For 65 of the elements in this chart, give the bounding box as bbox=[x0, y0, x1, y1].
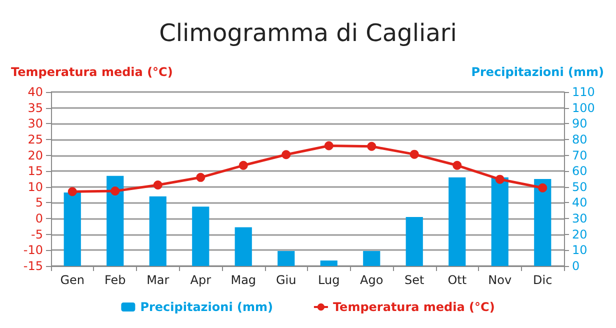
y2-tick-label: 40 bbox=[572, 196, 588, 210]
legend-label: Temperatura media (°C) bbox=[332, 300, 495, 314]
x-tick-label: Apr bbox=[190, 273, 212, 287]
bar bbox=[149, 196, 166, 266]
bar bbox=[278, 250, 295, 266]
x-tick-label: Feb bbox=[104, 273, 126, 287]
bar bbox=[64, 192, 81, 266]
x-tick-label: Mag bbox=[230, 273, 256, 287]
bar bbox=[363, 250, 380, 266]
point bbox=[495, 174, 504, 184]
bar bbox=[491, 177, 508, 266]
point bbox=[238, 160, 248, 170]
y-tick-label: 25 bbox=[28, 132, 43, 146]
x-tick-label: Dic bbox=[533, 273, 552, 287]
point bbox=[153, 180, 162, 190]
y2-tick-label: 50 bbox=[572, 180, 588, 194]
y2-axis-title: Precipitazioni (mm) bbox=[471, 65, 604, 79]
bar bbox=[406, 216, 423, 266]
x-tick-label: Gen bbox=[60, 273, 85, 287]
y-tick-label: -5 bbox=[31, 227, 43, 242]
bar bbox=[192, 206, 210, 266]
y-tick-label: 5 bbox=[35, 196, 43, 210]
point bbox=[68, 187, 77, 196]
y-tick-label: 15 bbox=[28, 164, 43, 178]
y-tick-label: 10 bbox=[28, 180, 43, 194]
point bbox=[410, 150, 419, 159]
bar bbox=[534, 179, 552, 266]
y2-tick-label: 0 bbox=[572, 259, 580, 273]
legend-label: Precipitazioni (mm) bbox=[140, 300, 273, 314]
chart-title: Climogramma di Cagliari bbox=[159, 19, 457, 47]
x-tick-label: Lug bbox=[318, 273, 340, 287]
y2-tick-label: 60 bbox=[572, 164, 588, 178]
point bbox=[538, 183, 548, 192]
y2-tick-label: 90 bbox=[572, 116, 588, 131]
point bbox=[282, 150, 291, 160]
y-tick-label: 35 bbox=[28, 100, 43, 115]
y2-tick-label: 10 bbox=[572, 243, 588, 258]
bar bbox=[448, 177, 466, 266]
x-tick-label: Nov bbox=[488, 273, 512, 287]
point bbox=[452, 160, 462, 170]
y-tick-label: 20 bbox=[28, 148, 43, 162]
x-tick-label: Ago bbox=[360, 273, 384, 287]
point bbox=[367, 142, 376, 151]
y-tick-label: 40 bbox=[28, 85, 43, 99]
y2-tick-label: 30 bbox=[572, 212, 588, 226]
point bbox=[324, 141, 334, 150]
x-tick-label: Giu bbox=[276, 273, 296, 287]
y2-tick-label: 80 bbox=[572, 132, 588, 146]
bar bbox=[106, 176, 124, 266]
point bbox=[110, 186, 120, 196]
x-tick-label: Ott bbox=[448, 273, 467, 287]
y-tick-label: -10 bbox=[23, 243, 43, 258]
y2-tick-label: 20 bbox=[572, 227, 588, 242]
bar bbox=[234, 227, 252, 266]
y2-tick-label: 110 bbox=[572, 85, 595, 99]
y-axis-title: Temperatura media (°C) bbox=[11, 65, 173, 79]
y-tick-label: 30 bbox=[28, 116, 43, 131]
y-tick-label: 0 bbox=[35, 212, 43, 226]
y-tick-label: -15 bbox=[23, 259, 43, 273]
x-tick-label: Set bbox=[404, 273, 425, 287]
x-tick-label: Mar bbox=[146, 273, 170, 287]
point bbox=[196, 172, 206, 182]
y2-tick-label: 100 bbox=[572, 100, 595, 115]
y2-tick-label: 70 bbox=[572, 148, 588, 162]
bar bbox=[320, 260, 338, 266]
